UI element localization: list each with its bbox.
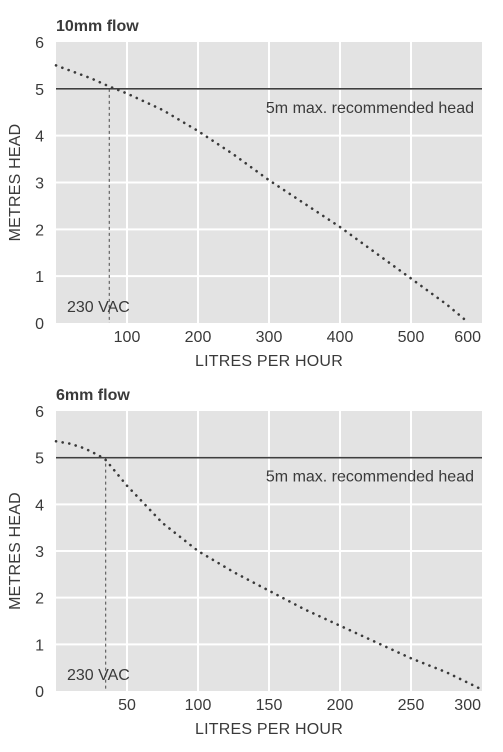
x-tick-label: 400: [327, 329, 354, 346]
x-axis-label: LITRES PER HOUR: [195, 353, 343, 370]
x-tick-label: 600: [454, 329, 481, 346]
x-tick-label: 100: [185, 697, 212, 714]
x-tick-label: 100: [114, 329, 141, 346]
y-tick-label: 4: [35, 129, 44, 146]
chart-title: 10mm flow: [56, 18, 139, 35]
x-tick-label: 150: [256, 697, 283, 714]
y-tick-label: 4: [35, 497, 44, 514]
x-axis-label: LITRES PER HOUR: [195, 721, 343, 738]
x-tick-label: 200: [185, 329, 212, 346]
y-tick-label: 6: [35, 404, 44, 421]
x-tick-label: 250: [398, 697, 425, 714]
y-axis-label: METRES HEAD: [7, 492, 24, 610]
reference-line-label: 5m max. recommended head: [266, 100, 474, 117]
x-tick-label: 50: [118, 697, 136, 714]
y-tick-label: 5: [35, 451, 44, 468]
y-tick-label: 3: [35, 176, 44, 193]
y-tick-label: 2: [35, 222, 44, 239]
y-tick-label: 1: [35, 637, 44, 654]
x-tick-label: 200: [327, 697, 354, 714]
chart-title: 6mm flow: [56, 387, 130, 404]
marker-line-label: 230 VAC: [67, 667, 130, 684]
series-line: [54, 64, 470, 324]
chart-2: 5m max. recommended head 230 VAC 0 1 2 3 4 5 6 50…: [7, 387, 484, 738]
chart-1: 5m max. recommended head 230 VAC 0 1 2 3 4 5 6 10…: [7, 18, 482, 370]
y-tick-label: 1: [35, 269, 44, 286]
x-tick-label: 300: [256, 329, 283, 346]
y-tick-label: 0: [35, 684, 44, 701]
y-axis-label: METRES HEAD: [7, 124, 24, 242]
reference-line-label: 5m max. recommended head: [266, 469, 474, 486]
y-tick-label: 5: [35, 82, 44, 99]
x-tick-label: 300: [454, 697, 481, 714]
y-tick-label: 6: [35, 35, 44, 52]
y-tick-label: 0: [35, 316, 44, 333]
series-line: [54, 440, 484, 691]
y-tick-label: 2: [35, 591, 44, 608]
x-tick-label: 500: [398, 329, 425, 346]
y-tick-label: 3: [35, 544, 44, 561]
marker-line-label: 230 VAC: [67, 299, 130, 316]
